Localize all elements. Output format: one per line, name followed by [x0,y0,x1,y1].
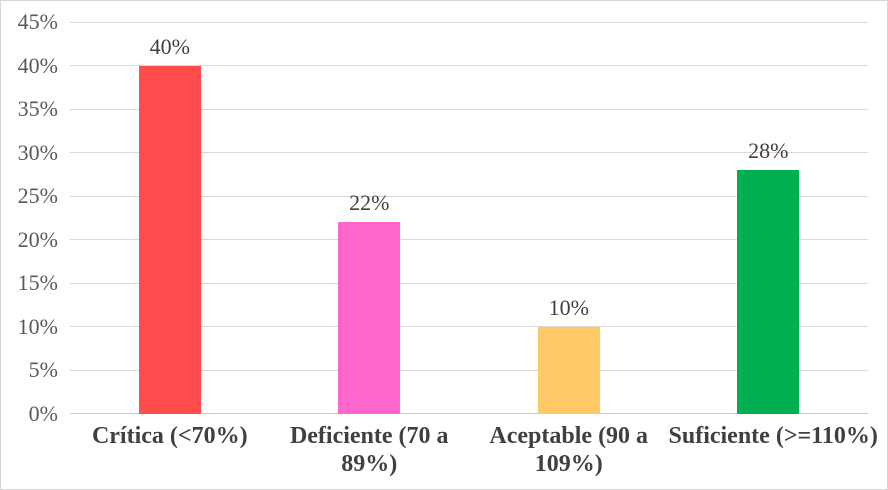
plot-area: 40% 22% 10% 28% [70,21,868,414]
category-label: Deficiente (70 a 89%) [270,422,470,478]
bar-value-label: 40% [149,34,190,59]
gridline [70,108,868,110]
y-axis-tick-label: 0% [28,401,58,426]
bar-2 [338,222,401,414]
y-axis-tick-label: 25% [17,183,58,209]
gridline [70,21,868,23]
y-axis-tick-label: 5% [28,357,58,383]
bar-1 [138,66,201,414]
category-label-line: Deficiente (70 a [289,423,449,449]
category-label-line: Crítica (<70%) [91,423,248,449]
y-axis-tick-label: 35% [17,96,58,122]
category-label: Crítica (<70%) [70,422,270,450]
bar-value-label: 28% [748,138,789,163]
gridline [70,369,868,371]
category-label: Aceptable (90 a 109%) [469,422,669,478]
y-axis-tick-label: 45% [17,9,58,34]
gridline [70,65,868,67]
y-axis-tick-label: 15% [17,270,58,296]
gridline [70,282,868,284]
bar-value-label: 22% [349,190,390,215]
category-label-line: Aceptable (90 a [489,423,649,449]
category-label-line: Suficiente (>=110%) [668,423,878,449]
y-axis-tick-label: 10% [17,313,58,339]
gridline [70,195,868,197]
y-axis-tick-label: 40% [17,52,58,78]
y-axis-tick-label: 20% [17,226,58,252]
bar-3 [537,327,600,414]
category-label-line: 89%) [341,451,398,477]
gridline [70,326,868,328]
x-axis-line [70,413,868,414]
bar-value-label: 10% [548,295,589,320]
gridline [70,239,868,241]
gridline [70,152,868,154]
bar-4 [737,170,800,414]
category-label: Suficiente (>=110%) [668,422,878,450]
y-axis-tick-label: 30% [17,139,58,165]
category-label-line: 109%) [534,451,603,477]
